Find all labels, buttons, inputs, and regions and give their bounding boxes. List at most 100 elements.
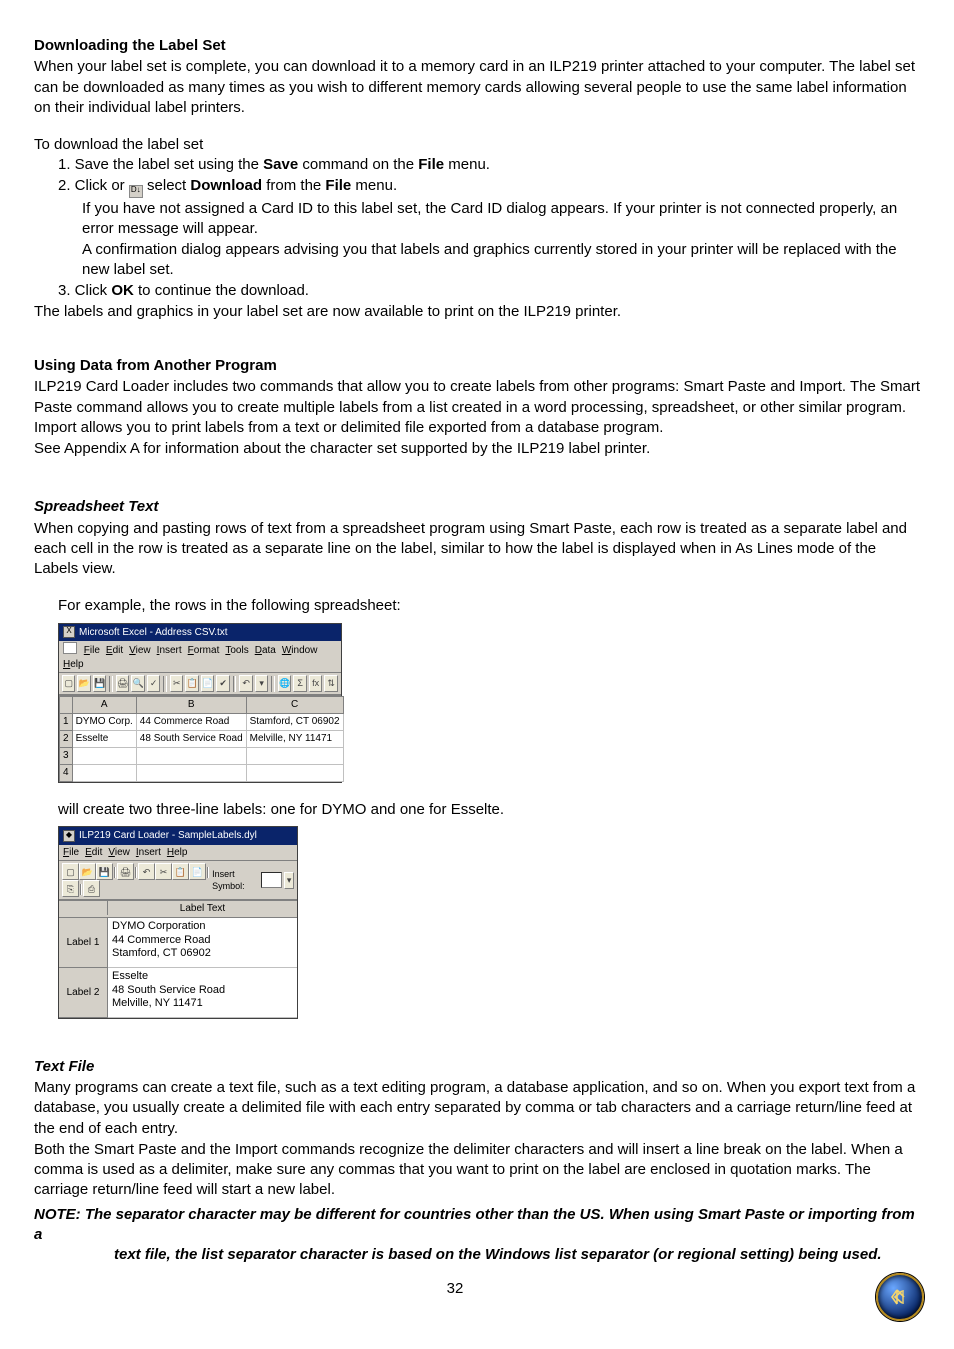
toolbar-button[interactable]: 💾 [96,863,113,880]
menu-file[interactable]: File [84,644,100,658]
cell: DYMO Corp. [72,714,136,731]
cell: 48 South Service Road [136,731,246,748]
ilp-title-text: ILP219 Card Loader - SampleLabels.dyl [79,829,257,843]
paragraph: will create two three-line labels: one f… [58,800,920,820]
toolbar-button[interactable]: ⎙ [83,880,100,897]
ilp-toolbar: ▢📂💾🖨↶✂📋📄 ⎘⎙ Insert Symbol: ▾ [59,861,297,901]
file-label: File [325,177,351,194]
separator [135,867,137,878]
row-header: 1 [60,714,73,731]
ilp-menubar: File Edit View Insert Help [59,845,297,862]
menu-data[interactable]: Data [255,644,276,658]
menu-edit[interactable]: Edit [106,644,123,658]
back-arrow-icon [890,1287,910,1307]
toolbar-button[interactable]: 📄 [201,675,214,692]
menu-insert[interactable]: Insert [136,846,161,860]
toolbar-button[interactable]: ↶ [239,675,252,692]
step-2: 2. Click or D↓ select Download from the … [58,176,920,198]
toolbar-button[interactable]: 📂 [79,863,96,880]
save-label: Save [263,156,298,173]
toolbar-button[interactable]: fx [309,675,322,692]
toolbar-button[interactable]: ▾ [255,675,268,692]
toolbar-button[interactable]: 🌐 [278,675,291,692]
toolbar-button[interactable]: 📄 [189,863,206,880]
heading-using-data: Using Data from Another Program [34,356,920,376]
separator [109,676,113,692]
note-line: NOTE: The separator character may be dif… [34,1205,920,1246]
paragraph: See Appendix A for information about the… [34,439,920,459]
toolbar-button[interactable]: 🔍 [131,675,144,692]
label-text: Esselte48 South Service RoadMelville, NY… [108,968,297,1018]
table-row: 4 [60,765,344,782]
table-row: 2Esselte48 South Service RoadMelville, N… [60,731,344,748]
cell [246,748,343,765]
col-header: A [72,697,136,714]
toolbar-button[interactable]: 🖨 [116,675,129,692]
excel-title-text: Microsoft Excel - Address CSV.txt [79,626,228,640]
toolbar-button[interactable]: 🖨 [117,863,134,880]
cell [136,748,246,765]
back-nav-button[interactable] [876,1273,924,1321]
text: menu. [444,156,490,173]
row-header: 2 [60,731,73,748]
page-number: 32 [34,1279,920,1299]
paragraph: Many programs can create a text file, su… [34,1078,920,1139]
toolbar-button[interactable]: 📋 [185,675,198,692]
menu-help[interactable]: Help [167,846,188,860]
menu-view[interactable]: View [129,644,151,658]
col-header: B [136,697,246,714]
label-id: Label 2 [59,968,108,1018]
lead-text: To download the label set [34,135,920,155]
text: from the [262,177,325,194]
header-label-text: Label Text [108,901,297,917]
doc-icon [63,642,77,654]
toolbar-button[interactable]: Σ [293,675,306,692]
separator [114,867,116,878]
menu-format[interactable]: Format [188,644,220,658]
label-row: Label 1DYMO Corporation44 Commerce RoadS… [59,918,297,968]
excel-toolbar: ▢📂💾 🖨🔍✓ ✂📋📄✔ ↶▾ 🌐Σfx⇅ [59,673,341,696]
table-row: 1DYMO Corp.44 Commerce RoadStamford, CT … [60,714,344,731]
toolbar-button[interactable]: ↶ [138,863,155,880]
toolbar-button[interactable]: ⇅ [324,675,337,692]
cell [72,748,136,765]
download-label: Download [190,177,262,194]
toolbar-button[interactable]: ✂ [155,863,172,880]
download-icon: D↓ [129,185,143,198]
insert-symbol-label: Insert Symbol: [210,868,259,892]
menu-insert[interactable]: Insert [157,644,182,658]
toolbar-button[interactable]: ⎘ [62,880,79,897]
menu-file[interactable]: File [63,846,79,860]
heading-spreadsheet-text: Spreadsheet Text [34,497,920,517]
dropdown-icon[interactable]: ▾ [284,872,294,889]
cell [72,765,136,782]
insert-symbol-combo[interactable] [261,872,282,888]
step-1: 1. Save the label set using the Save com… [58,155,920,175]
toolbar-button[interactable]: ✓ [147,675,160,692]
menu-window[interactable]: Window [282,644,318,658]
note-line: text file, the list separator character … [114,1245,920,1265]
corner-cell [60,697,73,714]
step-note: If you have not assigned a Card ID to th… [82,199,920,240]
toolbar-button[interactable]: 📂 [77,675,90,692]
toolbar-button[interactable]: ✂ [170,675,183,692]
toolbar-button[interactable]: ▢ [62,863,79,880]
toolbar-button[interactable]: 💾 [93,675,106,692]
paragraph: When your label set is complete, you can… [34,57,920,118]
toolbar-button[interactable]: 📋 [172,863,189,880]
cell: Esselte [72,731,136,748]
menu-edit[interactable]: Edit [85,846,102,860]
ilp-titlebar: ◆ ILP219 Card Loader - SampleLabels.dyl [59,827,297,845]
menu-tools[interactable]: Tools [225,644,248,658]
cell: 44 Commerce Road [136,714,246,731]
excel-titlebar: X Microsoft Excel - Address CSV.txt [59,624,341,642]
toolbar-button[interactable]: ▢ [62,675,75,692]
header-left [59,901,108,915]
menu-help[interactable]: Help [63,658,84,672]
toolbar-button[interactable]: ✔ [216,675,229,692]
menu-view[interactable]: View [108,846,130,860]
heading-text-file: Text File [34,1057,920,1077]
separator [271,676,275,692]
file-label: File [418,156,444,173]
cell: Stamford, CT 06902 [246,714,343,731]
